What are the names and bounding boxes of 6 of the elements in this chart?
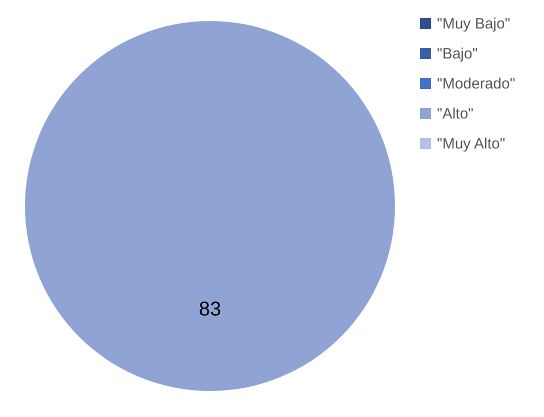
legend-label: "Moderado" [437, 76, 516, 92]
legend-label: "Bajo" [437, 46, 478, 62]
legend-label: "Muy Bajo" [437, 16, 510, 32]
data-label: 83 [198, 298, 222, 321]
legend-label: "Muy Alto" [437, 136, 506, 152]
legend-label: "Alto" [437, 106, 474, 122]
